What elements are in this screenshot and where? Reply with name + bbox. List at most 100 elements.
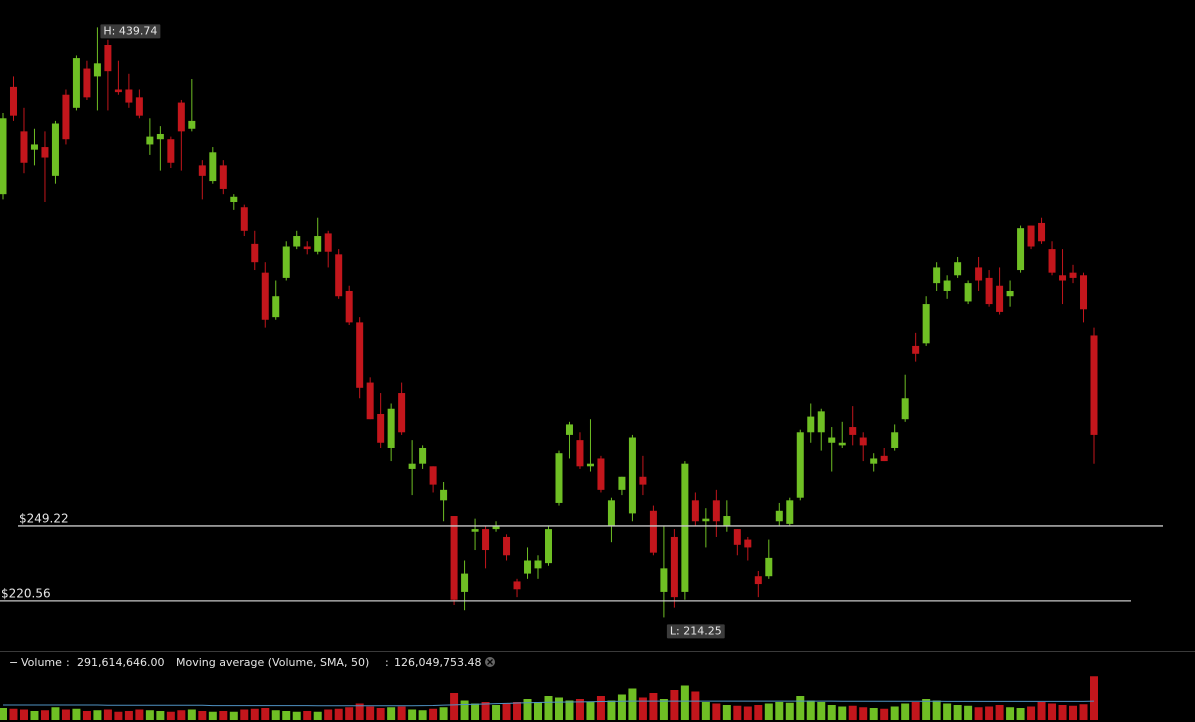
volume-bar: [964, 705, 973, 720]
candle-body: [408, 463, 416, 469]
volume-bar: [712, 703, 721, 720]
volume-bar: [943, 703, 952, 720]
volume-bar: [670, 690, 679, 720]
candle-body: [240, 207, 248, 231]
candle-body: [849, 427, 857, 435]
volume-bar: [460, 700, 469, 720]
volume-bar: [334, 708, 343, 720]
candle-body: [135, 97, 143, 116]
candle-body: [156, 133, 164, 140]
candle-body: [513, 581, 521, 590]
candle-body: [482, 529, 490, 551]
volume-bar: [219, 711, 228, 720]
candle-body: [440, 489, 448, 501]
candle-body: [314, 236, 322, 252]
candle-body: [293, 236, 301, 247]
candle-body: [975, 267, 983, 281]
candle-body: [912, 345, 920, 354]
moving-average-line: [3, 700, 1095, 707]
candle-body: [324, 233, 332, 252]
volume-bar: [827, 705, 836, 720]
candle-body: [51, 123, 59, 176]
candle-body: [261, 272, 269, 320]
candle-body: [471, 529, 479, 532]
volume-bar: [376, 708, 385, 720]
volume-bar: [628, 688, 637, 720]
volume-bar: [324, 709, 333, 720]
volume-bar: [103, 709, 112, 720]
candle-body: [870, 458, 878, 464]
volume-bar: [607, 700, 616, 720]
candle-body: [901, 398, 909, 420]
volume-bar: [995, 705, 1004, 720]
volume-bar: [30, 711, 39, 720]
volume-bar: [145, 710, 154, 720]
candle-body: [0, 118, 7, 195]
volume-bars: [0, 676, 1098, 720]
volume-bar: [869, 708, 878, 720]
candle-body: [943, 280, 951, 291]
volume-bar: [817, 702, 826, 720]
volume-bar: [523, 699, 532, 720]
candle-body: [272, 296, 280, 318]
candle-body: [628, 437, 636, 514]
volume-bar: [481, 702, 490, 720]
candle-body: [209, 152, 217, 182]
legend-separator: :: [385, 656, 389, 669]
candle-body: [597, 458, 605, 490]
volume-bar: [502, 703, 511, 720]
volume-bar: [397, 706, 406, 720]
candle-body: [649, 510, 657, 553]
candle-body: [880, 455, 888, 462]
volume-bar: [93, 710, 102, 720]
volume-bar: [796, 696, 805, 720]
candle-body: [492, 526, 500, 530]
volume-bar: [901, 703, 910, 720]
candle-body: [828, 437, 836, 443]
close-icon-cross[interactable]: [487, 659, 493, 665]
candle-body: [1069, 272, 1077, 278]
volume-bar: [806, 700, 815, 720]
candle-body: [733, 529, 741, 545]
volume-bar: [649, 693, 658, 720]
close-icon[interactable]: [485, 657, 495, 667]
candle-body: [62, 94, 70, 140]
candle-body: [524, 560, 532, 574]
legend-volume-value: 291,614,646.00: [77, 656, 164, 669]
candle-body: [1080, 275, 1088, 310]
volume-bar: [271, 710, 280, 720]
volume-bar: [261, 708, 270, 720]
volume-bar: [1079, 704, 1088, 720]
candle-body: [93, 63, 101, 77]
volume-bar: [72, 708, 81, 720]
legend-volume: Volume: [21, 656, 62, 669]
legend-ma: Moving average (Volume, SMA, 50): [176, 656, 369, 669]
price-line-label: $220.56: [1, 586, 51, 600]
collapse-icon[interactable]: −: [9, 656, 18, 669]
volume-bar: [450, 693, 459, 720]
candle-body: [377, 413, 385, 443]
volume-bar: [554, 697, 563, 720]
volume-bar: [565, 700, 574, 720]
candle-body: [125, 89, 133, 103]
volume-bar: [691, 691, 700, 720]
volume-bar: [544, 696, 553, 720]
volume-bar: [40, 710, 49, 720]
volume-bar: [1016, 708, 1025, 720]
volume-bar: [1006, 707, 1015, 720]
candle-body: [681, 463, 689, 592]
candle-body: [954, 262, 962, 276]
volume-bar: [596, 696, 605, 720]
candle-body: [1006, 290, 1014, 297]
volume-bar: [135, 709, 144, 720]
volume-bar: [680, 685, 689, 720]
candle-body: [146, 136, 154, 145]
volume-bar: [880, 708, 889, 720]
extreme-label-box: [100, 24, 161, 39]
volume-bar: [1090, 676, 1098, 720]
volume-bar: [764, 703, 773, 720]
volume-bar: [187, 709, 196, 720]
candle-body: [230, 196, 238, 203]
candle-body: [1027, 225, 1035, 247]
candle-body: [796, 432, 804, 498]
